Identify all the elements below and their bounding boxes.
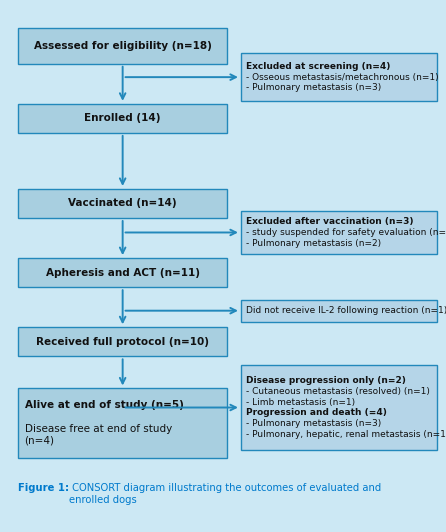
Text: CONSORT diagram illustrating the outcomes of evaluated and
enrolled dogs: CONSORT diagram illustrating the outcome… <box>69 483 381 505</box>
FancyBboxPatch shape <box>18 28 227 64</box>
FancyBboxPatch shape <box>241 300 437 322</box>
FancyBboxPatch shape <box>241 365 437 450</box>
Text: Received full protocol (n=10): Received full protocol (n=10) <box>36 337 209 347</box>
Text: Assessed for eligibility (n=18): Assessed for eligibility (n=18) <box>34 41 211 51</box>
Text: Enrolled (14): Enrolled (14) <box>84 113 161 123</box>
Text: - Pulmonary metastasis (n=2): - Pulmonary metastasis (n=2) <box>246 239 381 247</box>
FancyBboxPatch shape <box>18 258 227 287</box>
Text: - Limb metastasis (n=1): - Limb metastasis (n=1) <box>246 398 355 406</box>
Text: Alive at end of study (n=5): Alive at end of study (n=5) <box>25 401 183 410</box>
FancyBboxPatch shape <box>18 388 227 458</box>
FancyBboxPatch shape <box>241 211 437 254</box>
Text: (n=4): (n=4) <box>25 436 54 445</box>
Text: Disease progression only (n=2): Disease progression only (n=2) <box>246 377 406 385</box>
FancyBboxPatch shape <box>18 327 227 356</box>
Text: Progression and death (=4): Progression and death (=4) <box>246 409 387 417</box>
Text: - Osseous metastasis/metachronous (n=1): - Osseous metastasis/metachronous (n=1) <box>246 73 439 81</box>
FancyBboxPatch shape <box>18 189 227 218</box>
Text: Excluded at screening (n=4): Excluded at screening (n=4) <box>246 62 391 71</box>
Text: Figure 1:: Figure 1: <box>18 483 69 493</box>
Text: - Pulmonary metastasis (n=3): - Pulmonary metastasis (n=3) <box>246 419 381 428</box>
Text: Vaccinated (n=14): Vaccinated (n=14) <box>68 198 177 209</box>
Text: - Pulmonary metastasis (n=3): - Pulmonary metastasis (n=3) <box>246 84 381 92</box>
Text: Did not receive IL-2 following reaction (n=1): Did not receive IL-2 following reaction … <box>246 306 446 315</box>
Text: Excluded after vaccination (n=3): Excluded after vaccination (n=3) <box>246 218 414 226</box>
Text: Disease free at end of study: Disease free at end of study <box>25 424 172 434</box>
FancyBboxPatch shape <box>241 53 437 101</box>
FancyBboxPatch shape <box>18 104 227 133</box>
Text: Apheresis and ACT (n=11): Apheresis and ACT (n=11) <box>45 268 200 278</box>
Text: - Cutaneous metastasis (resolved) (n=1): - Cutaneous metastasis (resolved) (n=1) <box>246 387 430 396</box>
Text: - Pulmonary, hepatic, renal metastasis (n=1): - Pulmonary, hepatic, renal metastasis (… <box>246 430 446 438</box>
Text: - study suspended for safety evaluation (n=1): - study suspended for safety evaluation … <box>246 228 446 237</box>
